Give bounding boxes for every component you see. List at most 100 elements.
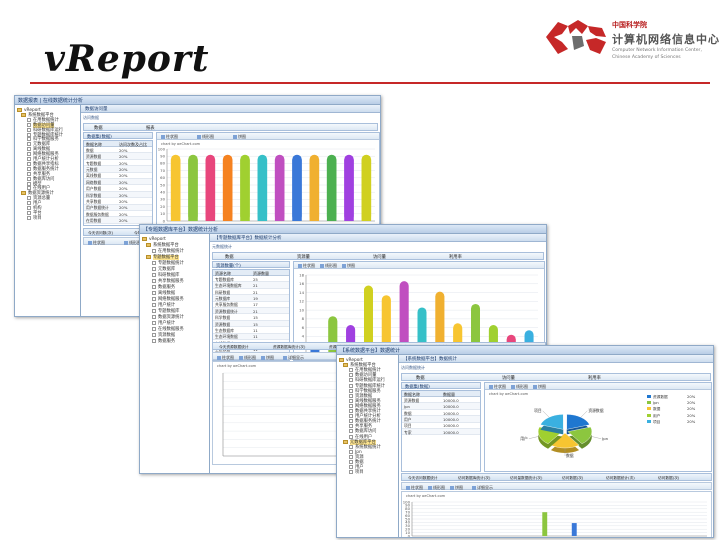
nav-item[interactable]: 共享服务	[349, 424, 372, 429]
nav-item[interactable]: 用户统计分析	[349, 414, 381, 419]
nav-item[interactable]: 在线用户	[349, 434, 372, 440]
window-1-lower-tab-line[interactable]: 线形图	[124, 240, 141, 246]
table-row[interactable]: 科学数据 15	[213, 314, 289, 321]
nav-item[interactable]: 元数据库	[152, 267, 175, 272]
table-row[interactable]: 专题数据 20%	[84, 160, 152, 167]
nav-item[interactable]: 资源数据	[152, 333, 175, 338]
table-row[interactable]: 生态环境数据 11	[213, 333, 289, 340]
window-3-top-tab-0[interactable]: 数据	[416, 376, 425, 381]
nav-item[interactable]: 在用数据统计	[152, 249, 184, 254]
column-header[interactable]: 数据名称	[404, 391, 420, 397]
window-3-tab[interactable]: 【系统数据平台】数据统计	[399, 355, 713, 363]
window-1-nav-tree[interactable]: vReport 系统数据平台 在用数据统计 数据访问量 科研数据库运行 专题数据库统计 科学…	[15, 105, 81, 316]
nav-item[interactable]: 数据服务统计	[27, 166, 59, 172]
nav-item[interactable]: 用户统计	[152, 321, 175, 326]
nav-item[interactable]: 专题数据库统计	[27, 132, 63, 138]
window-3-chart-tab-bar[interactable]: 柱状图	[489, 384, 506, 390]
window-3-lower-tab-line[interactable]: 线形图	[428, 485, 445, 491]
nav-item[interactable]: 系统数据平台	[146, 243, 179, 248]
table-row[interactable]: 用户数据 20%	[84, 185, 152, 192]
nav-item[interactable]: Jpn	[349, 449, 362, 455]
window-1-titlebar[interactable]: 数据报表 | 在线数据统计分析	[15, 96, 380, 105]
legend-item[interactable]: Jpn 20%	[647, 401, 695, 405]
window-3-titlebar[interactable]: 【系统数据平台】数据统计	[337, 346, 713, 355]
column-header[interactable]: 数据名称	[86, 141, 102, 147]
nav-item[interactable]: 数据访问量	[349, 373, 376, 378]
legend-item[interactable]: 资源数据 20%	[647, 395, 695, 400]
nav-item[interactable]: 离线数据	[152, 291, 175, 296]
table-row[interactable]: 网络数据 20%	[84, 179, 152, 186]
window-2-lower-tab-detail[interactable]: 详细显示	[283, 355, 304, 361]
table-row[interactable]: 在用数据 20%	[84, 217, 152, 224]
table-row[interactable]: 共享服务数据 17	[213, 302, 289, 308]
nav-item[interactable]: 用户	[349, 465, 364, 470]
window-2-chart-tab-bar[interactable]: 柱状图	[298, 263, 315, 269]
window-3-bottom-tab-2[interactable]: 访问量数据统计(次)	[510, 475, 543, 480]
nav-item[interactable]: 离线数据服务	[349, 398, 381, 404]
nav-item[interactable]: 数据库访问	[27, 176, 54, 182]
nav-item[interactable]: 科研数据库运行	[27, 127, 63, 133]
table-row[interactable]: 用户数据统计 20%	[84, 204, 152, 211]
nav-item[interactable]: 数据访问量	[27, 122, 55, 128]
window-1-top-tab-0[interactable]: 数据	[94, 126, 103, 131]
window-2-lower-tab-line[interactable]: 线形图	[239, 355, 256, 361]
table-row[interactable]: Jpn 10000.0	[402, 403, 480, 410]
nav-item[interactable]: 数据服务	[152, 339, 175, 344]
nav-item[interactable]: 模型	[27, 181, 42, 187]
table-row[interactable]: 数据 20%	[84, 147, 152, 154]
nav-item[interactable]: 项目	[349, 470, 364, 475]
nav-item[interactable]: 元数据库	[27, 142, 50, 147]
nav-item[interactable]: 网络数据服务	[152, 297, 184, 302]
window-2-tab[interactable]: 【专题数据库平台】数据统计分析	[210, 234, 546, 242]
nav-item[interactable]: 专题数据库	[152, 309, 179, 314]
legend-item[interactable]: 项目 20%	[647, 419, 695, 425]
window-3-bottom-tab-4[interactable]: 访问数据统计(次)	[606, 475, 635, 480]
nav-item[interactable]: 科研数据库运行	[349, 378, 385, 383]
nav-item[interactable]: 机构	[27, 206, 42, 211]
window-1-chart-tab-line[interactable]: 线形图	[197, 134, 214, 140]
table-row[interactable]: 数据 10000.0	[402, 410, 480, 417]
nav-item[interactable]: 在线用户	[27, 186, 50, 191]
nav-item[interactable]: 数据服务统计	[349, 419, 381, 424]
window-3-chart-tab-pie[interactable]: 饼图	[533, 384, 546, 390]
window-1-chart-tab-bar[interactable]: 柱状图	[161, 134, 178, 140]
window-2-nav-tree[interactable]: vReport 系统数据平台 在用数据统计 专题数据平台 专题数据统计 元数据库 科研数据库…	[140, 234, 210, 473]
nav-item[interactable]: vReport	[142, 237, 166, 242]
window-2-top-tab-2[interactable]: 访问量	[373, 255, 386, 260]
window-3-lower-tab-pie[interactable]: 饼图	[450, 485, 463, 491]
nav-item[interactable]: 用户	[27, 201, 42, 206]
window-1-lower-tab-bar[interactable]: 柱状图	[88, 240, 105, 246]
window-2-lower-tab-bar[interactable]: 柱状图	[217, 355, 234, 361]
window-3-bottom-tab-3[interactable]: 访问数据(次)	[562, 475, 584, 480]
window-2-top-tab-0[interactable]: 数据	[225, 255, 234, 260]
window-3-bottom-tab-5[interactable]: 访问数据(次)	[658, 475, 680, 480]
window-1-chart-tab-pie[interactable]: 饼图	[233, 134, 246, 140]
window-3-bottom-tab-0[interactable]: 今天访问数据统计	[408, 475, 438, 480]
table-row[interactable]: 科研数据 21	[213, 289, 289, 296]
nav-item[interactable]: 系统数据平台	[343, 363, 376, 368]
nav-item[interactable]: 专题数据库统计	[349, 383, 385, 389]
table-row[interactable]: 元数据 20%	[84, 166, 152, 173]
nav-item[interactable]: 数据	[349, 460, 364, 465]
table-row[interactable]: 用户 10000.0	[402, 416, 480, 423]
table-row[interactable]: 共享数据 20%	[84, 198, 152, 205]
nav-item[interactable]: 项目	[27, 215, 42, 221]
window-3-lower-tab-bar[interactable]: 柱状图	[406, 485, 423, 491]
table-row[interactable]: 生态数据库 11	[213, 327, 289, 334]
table-row[interactable]: 资源数据 10000.0	[402, 397, 480, 404]
column-header[interactable]: 资源数量	[253, 270, 269, 276]
table-row[interactable]: 科学数据 20%	[84, 191, 152, 199]
window-2-chart-tab-line[interactable]: 线形图	[320, 263, 337, 269]
column-header[interactable]: 资源名称	[215, 270, 231, 276]
nav-item[interactable]: 在用数据统计	[349, 368, 381, 373]
window-3-top-tab-2[interactable]: 利用率	[588, 376, 601, 381]
table-row[interactable]: 元数据库 19	[213, 295, 289, 302]
nav-item[interactable]: 系统数据平台	[21, 112, 54, 118]
legend-item[interactable]: 用户 20%	[647, 413, 695, 419]
nav-item[interactable]: 元数据库平台	[343, 439, 376, 445]
table-row[interactable]: 生态环境数据库 21	[213, 282, 289, 289]
window-2-chart-tab-pie[interactable]: 饼图	[342, 263, 355, 269]
nav-item[interactable]: 系统数据统计	[349, 444, 381, 450]
nav-item[interactable]: 数据共享统计	[349, 409, 381, 414]
nav-item[interactable]: 用户统计	[152, 303, 175, 308]
